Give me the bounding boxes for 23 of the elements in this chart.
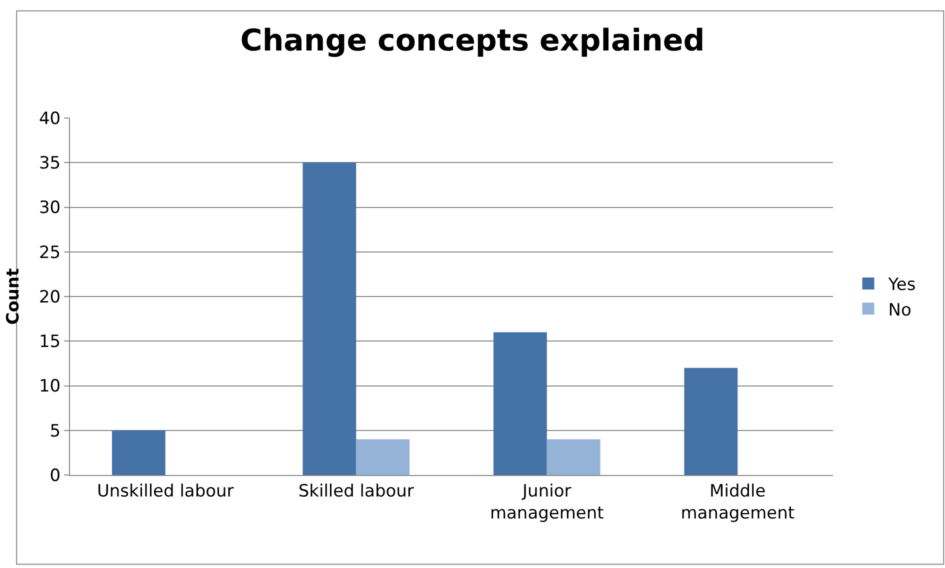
y-tick-label: 10 — [38, 376, 61, 397]
y-tick-label: 35 — [38, 154, 61, 174]
bar — [684, 368, 738, 475]
x-tick-label: Junior management — [490, 481, 604, 524]
legend-label: Yes — [887, 275, 916, 296]
bar — [112, 430, 166, 475]
chart-title: Change concepts explained — [240, 23, 705, 58]
y-tick-label: 25 — [38, 242, 61, 263]
y-tick-label: 5 — [50, 421, 61, 442]
bar — [546, 439, 600, 475]
x-tick-label: Skilled labour — [298, 481, 414, 502]
y-tick-label: 0 — [50, 466, 61, 486]
bar — [302, 162, 356, 475]
bar — [493, 332, 547, 475]
y-tick-label: 20 — [38, 287, 61, 308]
y-tick-label: 40 — [38, 108, 61, 129]
y-tick-label: 15 — [38, 332, 61, 352]
bar — [356, 439, 410, 475]
y-tick-label: 30 — [38, 198, 61, 218]
x-tick-label: Unskilled labour — [96, 481, 234, 502]
x-tick-label: Middle management — [680, 481, 795, 524]
y-axis-title: Count — [4, 268, 24, 325]
legend-label: No — [888, 300, 912, 320]
